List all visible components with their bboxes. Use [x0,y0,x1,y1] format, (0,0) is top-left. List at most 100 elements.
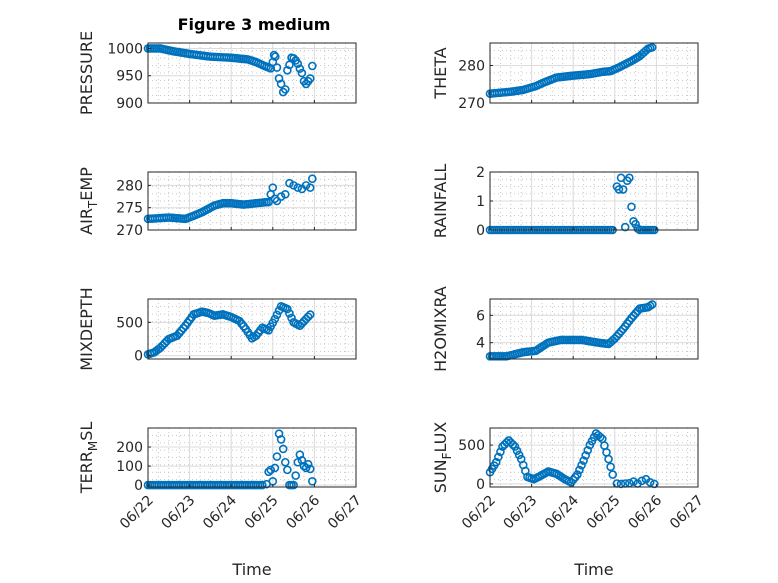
subplot-theta: 270 280 THETA [431,42,699,112]
data-point [631,309,640,318]
data-point [575,465,584,475]
data-point [269,50,279,60]
data-point [308,61,317,71]
y-tick-label: 500 [116,315,143,331]
y-tick-label: 1000 [107,41,143,57]
axes-frame [147,42,357,104]
y-tick-label: 900 [116,96,143,112]
data-point [627,313,636,323]
y-axis-label: THETA [431,47,450,99]
data-point [494,452,503,462]
data-point [280,85,290,94]
data-point [280,457,290,467]
x-tick-label: 06/22 [459,493,499,533]
y-axis-label: MIXDEPTH [77,287,96,370]
data-point [606,462,615,472]
x-tick-label: 06/27 [667,493,707,533]
data-point [301,181,311,190]
subplot-pressure: 900 950 1000 PRESSURE [77,31,357,115]
data-point [625,173,634,183]
y-tick-label: 2 [476,165,485,181]
data-point [289,480,298,490]
x-tick-label: 06/23 [159,493,199,533]
subplot-sunflux: 0 500 06/22 06/23 06/24 06/25 06/26 06/27 SUNFLU… [431,422,707,533]
data-point [620,222,630,232]
data-point [270,314,280,324]
data-point [637,476,647,486]
data-point [610,334,620,343]
x-tick-label: 06/22 [117,493,157,533]
data-point [283,65,292,75]
data-point [278,444,288,454]
data-point [508,440,518,449]
x-tick-label: 06/27 [325,493,365,533]
data-point [270,463,280,473]
subplot-mixdepth: 0 500 MIXDEPTH [77,287,357,371]
data-point [308,476,317,486]
axes-frame [147,298,357,360]
data-point [627,202,636,212]
y-tick-label: 950 [116,69,143,85]
data-point [270,52,280,61]
data-point [283,304,292,314]
y-tick-label: 100 [116,459,143,475]
data-point [629,311,638,321]
axes-frame [147,171,357,231]
data-point [604,454,613,464]
data-point [305,310,315,319]
data-point [272,452,282,461]
data-point [645,478,655,487]
y-tick-label: 0 [134,478,143,494]
data-point [293,183,303,192]
y-axis-label: RAINFALL [431,164,450,239]
data-point [274,74,284,83]
data-point [287,313,296,323]
y-axis-label: TERRMSL [77,422,100,495]
subplot-h2omixra: 4 6 H2OMIXRA [431,286,699,372]
y-tick-label: 270 [458,96,485,112]
data-point [285,178,294,188]
data-point [289,53,298,63]
y-tick-label: 1 [476,194,485,210]
x-tick-label: 06/26 [625,492,665,532]
data-point [293,59,303,69]
y-axis-label: AIRTEMP [77,167,100,235]
axes-frame [489,427,699,488]
data-point [579,456,588,465]
data-point [291,471,300,480]
y-tick-label: 280 [458,59,485,75]
data-point [276,79,286,89]
x-tick-label: 06/24 [200,492,240,532]
data-point [280,190,290,199]
y-tick-label: 280 [116,178,143,194]
y-tick-label: 0 [134,349,143,365]
data-point [581,451,590,460]
data-point [293,457,303,467]
y-axis-label: H2OMIXRA [431,286,450,372]
data-point [297,68,307,78]
subplot-air-temp: 270 275 280 AIRTEMP [77,167,357,239]
x-tick-label: 06/23 [501,493,541,533]
data-point [305,74,315,83]
data-point [491,457,501,467]
y-tick-label: 4 [476,336,485,352]
y-tick-label: 270 [116,223,143,239]
data-point [266,465,276,475]
data-point [264,467,273,477]
y-tick-label: 0 [476,477,485,493]
data-point [608,470,618,479]
data-point [305,464,315,474]
data-point [308,174,317,183]
data-point [289,181,298,190]
x-tick-label: 06/26 [283,492,323,532]
data-point [631,219,640,229]
y-tick-label: 6 [476,308,485,324]
data-point [276,192,286,201]
y-tick-label: 200 [116,440,143,456]
data-point [647,43,657,52]
data-point [512,446,522,456]
data-point [573,470,582,479]
data-point [295,64,305,73]
data-point [647,300,657,309]
x-tick-label: 06/24 [542,492,582,532]
